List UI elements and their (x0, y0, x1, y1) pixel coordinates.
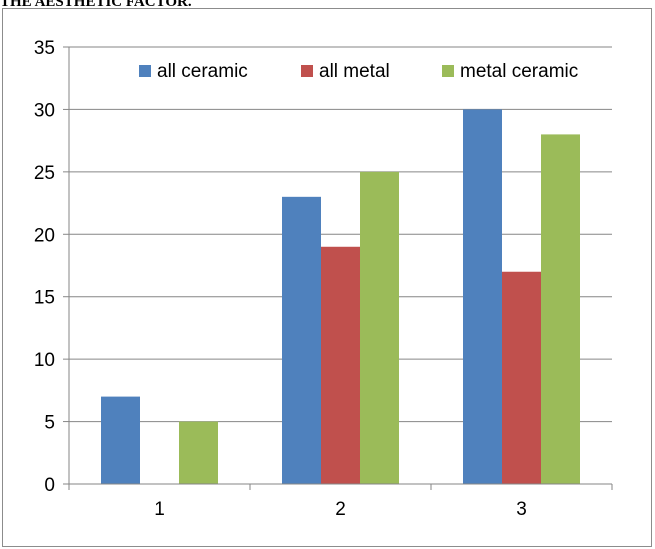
bar-metal-ceramic-1 (179, 421, 218, 484)
legend-swatch-all-metal (301, 65, 313, 77)
bar-all-ceramic-3 (463, 109, 502, 484)
page-caption: THE AESTHETIC FACTOR. (0, 0, 192, 10)
x-tick-label: 3 (516, 499, 527, 520)
legend-label-all-metal: all metal (319, 61, 390, 82)
bar-all-metal-3 (502, 271, 541, 484)
bar-all-ceramic-2 (282, 196, 321, 485)
legend-swatch-metal-ceramic (442, 65, 454, 77)
bars (101, 109, 580, 485)
x-tick-labels: 1 2 3 (154, 499, 527, 520)
y-tick-label: 20 (34, 225, 55, 246)
legend-swatch-all-ceramic (139, 65, 151, 77)
y-tick-label: 35 (34, 38, 55, 59)
bar-metal-ceramic-2 (360, 171, 399, 484)
y-tick-label: 0 (44, 475, 55, 496)
legend-label-all-ceramic: all ceramic (157, 61, 248, 82)
y-tick-label: 30 (34, 100, 55, 121)
x-tick-label: 1 (154, 499, 165, 520)
y-tick-label: 10 (34, 350, 55, 371)
x-tick-label: 2 (335, 499, 346, 520)
axes (63, 46, 613, 490)
bar-all-ceramic-1 (101, 396, 140, 484)
y-tick-labels: 0 5 10 15 20 25 30 35 (34, 38, 55, 496)
legend-label-metal-ceramic: metal ceramic (460, 61, 578, 82)
legend: all ceramic all metal metal ceramic (139, 61, 578, 82)
y-tick-label: 5 (44, 413, 55, 434)
y-tick-label: 15 (34, 288, 55, 309)
bar-all-metal-2 (321, 246, 360, 484)
bar-metal-ceramic-3 (541, 134, 580, 484)
y-tick-label: 25 (34, 163, 55, 184)
